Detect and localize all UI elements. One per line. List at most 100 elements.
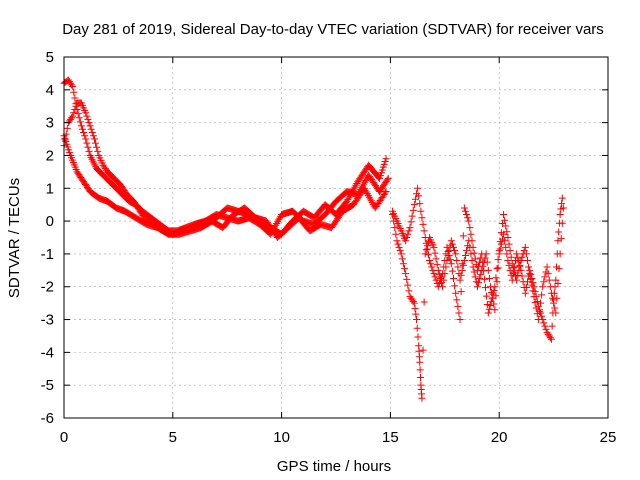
x-tick-label: 15 — [382, 429, 399, 446]
data-point — [526, 270, 534, 278]
y-tick-label: 1 — [46, 180, 54, 197]
data-point — [71, 94, 79, 102]
data-point — [81, 132, 89, 140]
data-point — [83, 139, 91, 147]
data-point — [537, 299, 545, 307]
data-point — [366, 195, 374, 203]
data-point — [518, 253, 526, 261]
data-point — [395, 243, 403, 251]
data-point — [493, 278, 501, 286]
data-point — [72, 100, 80, 108]
data-point — [430, 270, 438, 278]
data-point — [416, 366, 424, 374]
data-point — [362, 188, 370, 196]
data-point — [541, 273, 549, 281]
data-point — [420, 298, 428, 306]
data-point — [443, 243, 451, 251]
data-point — [491, 283, 499, 291]
data-point — [70, 88, 78, 96]
data-point — [545, 276, 553, 284]
data-point — [539, 283, 547, 291]
data-point — [454, 302, 462, 310]
data-point — [546, 283, 554, 291]
data-point — [78, 125, 86, 133]
data-point — [494, 256, 502, 264]
data-point — [362, 177, 370, 185]
data-point — [458, 266, 466, 274]
data-point — [530, 293, 538, 301]
data-point — [360, 184, 368, 192]
data-point — [452, 250, 460, 258]
data-point — [554, 279, 562, 287]
data-point — [453, 256, 461, 264]
data-point — [405, 227, 413, 235]
data-point — [85, 147, 93, 155]
data-point — [542, 325, 550, 333]
data-point — [455, 309, 463, 317]
data-point — [446, 256, 454, 264]
x-axis-label: GPS time / hours — [277, 458, 391, 475]
data-point — [89, 132, 97, 140]
data-point — [456, 276, 464, 284]
chart-title: Day 281 of 2019, Sidereal Day-to-day VTE… — [62, 21, 604, 38]
data-point — [461, 252, 469, 260]
data-point — [540, 319, 548, 327]
data-point — [464, 214, 472, 222]
data-point — [448, 240, 456, 248]
data-point — [382, 188, 390, 196]
data-point — [402, 237, 410, 245]
data-point — [384, 174, 392, 182]
data-point — [475, 262, 483, 270]
data-point — [381, 189, 389, 197]
data-point — [473, 266, 481, 274]
data-point — [466, 224, 474, 232]
data-point — [441, 256, 449, 264]
data-point — [69, 112, 77, 120]
data-point — [273, 219, 281, 227]
data-point — [429, 266, 437, 274]
data-point — [432, 255, 440, 263]
data-point — [435, 279, 443, 287]
data-point — [468, 256, 476, 264]
data-point — [398, 255, 406, 263]
data-point — [513, 276, 521, 284]
data-point — [558, 194, 566, 202]
y-tick-label: -2 — [41, 279, 54, 296]
data-point — [447, 237, 455, 245]
data-point — [550, 299, 558, 307]
data-point — [416, 200, 424, 208]
data-point — [413, 316, 421, 324]
data-point — [403, 275, 411, 283]
data-point — [433, 261, 441, 269]
x-tick-label: 10 — [273, 429, 290, 446]
data-point — [393, 237, 401, 245]
data-point — [68, 114, 76, 122]
data-point — [467, 230, 475, 238]
data-point — [431, 273, 439, 281]
data-point — [416, 358, 424, 366]
y-tick-label: -4 — [41, 344, 54, 361]
data-point — [553, 294, 561, 302]
data-point — [424, 251, 432, 259]
data-point — [482, 292, 490, 300]
data-point — [411, 305, 419, 313]
data-point — [460, 204, 468, 212]
data-point — [496, 245, 504, 253]
data-point — [529, 287, 537, 295]
data-point — [504, 234, 512, 241]
data-point — [493, 265, 501, 273]
data-point — [515, 266, 523, 274]
data-point — [86, 122, 94, 130]
data-point — [352, 181, 360, 189]
data-point — [556, 250, 564, 258]
data-point — [422, 239, 430, 247]
data-point — [509, 264, 517, 272]
data-point — [391, 224, 399, 232]
data-point — [471, 273, 479, 281]
data-point — [396, 247, 404, 255]
data-point — [410, 299, 418, 307]
data-point — [540, 278, 548, 286]
data-point — [344, 196, 352, 204]
data-point — [552, 309, 560, 317]
data-point — [551, 304, 559, 312]
